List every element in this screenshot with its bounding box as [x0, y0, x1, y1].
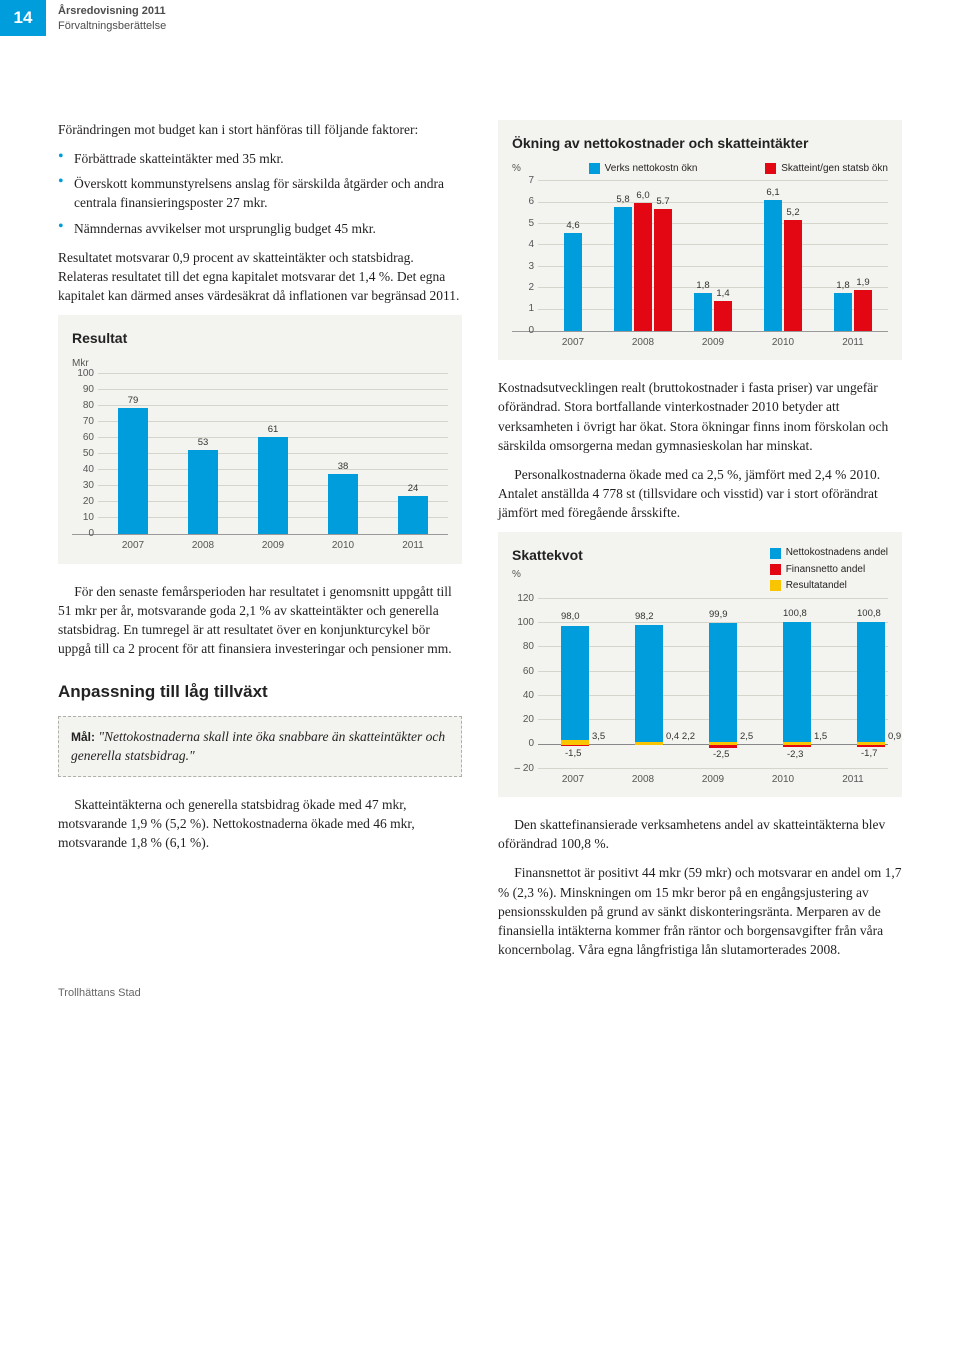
- chart-plot: – 2002040608010012098,03,5-1,598,20,4 2,…: [512, 599, 888, 769]
- chart-legend: Nettokostnadens andel Finansnetto andel …: [770, 546, 888, 593]
- chart-plot: 01020304050607080901007953613824: [72, 375, 448, 535]
- legend-item: Verks nettokostn ökn: [589, 162, 698, 176]
- legend-item: Finansnetto andel: [770, 563, 888, 577]
- goal-text: "Nettokostnaderna skall inte öka snabbar…: [71, 729, 445, 763]
- bullet-item: Förbättrade skatteintäkter med 35 mkr.: [58, 149, 462, 168]
- legend-label: Verks nettokostn ökn: [605, 162, 698, 176]
- right-para1: Kostnadsutvecklingen realt (bruttokostna…: [498, 378, 902, 455]
- page-number-tab: 14: [0, 0, 46, 36]
- page-number: 14: [14, 6, 33, 30]
- goal-label: Mål:: [71, 730, 95, 744]
- right-para2: Personalkostnaderna ökade med ca 2,5 %, …: [498, 465, 902, 522]
- legend-item: Nettokostnadens andel: [770, 546, 888, 560]
- page-footer: Trollhättans Stad: [58, 986, 141, 1002]
- legend-swatch: [589, 163, 600, 174]
- legend-swatch: [770, 548, 781, 559]
- chart-xticks: 20072008200920102011: [538, 332, 888, 350]
- chart-skattekvot: Skattekvot % Nettokostnadens andel Finan…: [498, 532, 902, 797]
- legend-label: Skatteint/gen statsb ökn: [781, 162, 888, 176]
- chart-ylabel: Mkr: [72, 357, 448, 371]
- chart-plot: 012345674,65,86,05.71,81,46,15,21,81,9: [512, 182, 888, 332]
- chart-title: Resultat: [72, 329, 448, 349]
- chart-ylabel: %: [512, 568, 583, 582]
- legend-label: Resultatandel: [786, 579, 847, 593]
- para-below-chart: För den senaste femårsperioden har resul…: [58, 582, 462, 659]
- section-heading: Anpassning till låg tillväxt: [58, 680, 462, 704]
- right-column: Ökning av nettokostnader och skatteintäk…: [498, 120, 902, 969]
- page-content: Förändringen mot budget kan i stort hänf…: [0, 0, 960, 1029]
- right-para3: Den skattefinansierade verksamhetens and…: [498, 815, 902, 853]
- goal-box: Mål: "Nettokostnaderna skall inte öka sn…: [58, 716, 462, 776]
- chart-title: Skattekvot: [512, 546, 583, 566]
- bullet-item: Nämndernas avvikelser mot ursprunglig bu…: [58, 219, 462, 238]
- para-end: Skatteintäkterna och generella statsbidr…: [58, 795, 462, 852]
- bullet-item: Överskott kommunstyrelsens anslag för sä…: [58, 174, 462, 212]
- chart-legend: % Verks nettokostn ökn Skatteint/gen sta…: [512, 162, 888, 176]
- intro-para: Förändringen mot budget kan i stort hänf…: [58, 120, 462, 139]
- chart-xticks: 20072008200920102011: [538, 769, 888, 787]
- legend-swatch: [765, 163, 776, 174]
- legend-item: Resultatandel: [770, 579, 888, 593]
- legend-swatch: [770, 580, 781, 591]
- chart-resultat: Resultat Mkr 010203040506070809010079536…: [58, 315, 462, 563]
- left-column: Förändringen mot budget kan i stort hänf…: [58, 120, 462, 969]
- running-head-sub: Förvaltningsberättelse: [58, 20, 166, 32]
- chart-xticks: 20072008200920102011: [98, 535, 448, 553]
- running-head-title: Årsredovisning 2011: [58, 5, 166, 17]
- legend-item: Skatteint/gen statsb ökn: [765, 162, 888, 176]
- right-para4: Finansnettot är positivt 44 mkr (59 mkr)…: [498, 863, 902, 959]
- running-head: Årsredovisning 2011 Förvaltningsberättel…: [58, 4, 166, 34]
- chart-title: Ökning av nettokostnader och skatteintäk…: [512, 134, 888, 154]
- legend-label: Finansnetto andel: [786, 563, 866, 577]
- legend-swatch: [770, 564, 781, 575]
- chart-okning: Ökning av nettokostnader och skatteintäk…: [498, 120, 902, 360]
- bullet-list: Förbättrade skatteintäkter med 35 mkr. Ö…: [58, 149, 462, 238]
- legend-label: Nettokostnadens andel: [786, 546, 888, 560]
- para-after-bullets: Resultatet motsvarar 0,9 procent av skat…: [58, 248, 462, 305]
